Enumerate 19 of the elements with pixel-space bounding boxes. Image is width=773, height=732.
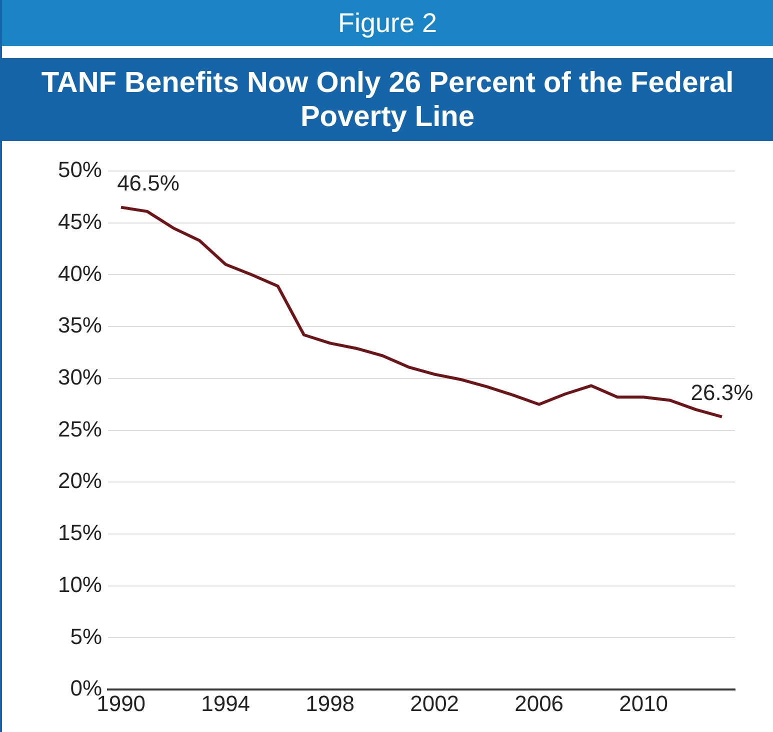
x-tick-label: 1998 [306, 690, 355, 716]
x-tick-label: 2006 [514, 690, 564, 716]
y-tick-label: 45% [58, 208, 102, 234]
chart-subtitle: Figure 2 [2, 0, 773, 46]
y-tick-label: 10% [58, 572, 102, 597]
y-tick-label: 40% [58, 260, 102, 286]
x-tick-label: 1994 [201, 690, 250, 716]
y-tick-label: 30% [58, 364, 102, 390]
chart-title: TANF Benefits Now Only 26 Percent of the Federal Poverty Line [2, 58, 773, 141]
y-tick-label: 25% [58, 416, 102, 442]
y-tick-label: 35% [58, 312, 102, 338]
y-tick-label: 50% [58, 157, 102, 182]
data-label: 26.3% [690, 380, 754, 405]
y-tick-label: 5% [70, 624, 102, 649]
data-label: 46.5% [117, 170, 180, 196]
y-tick-label: 20% [58, 468, 102, 494]
x-tick-label: 2002 [410, 690, 460, 716]
y-tick-label: 15% [58, 520, 102, 546]
x-tick-label: 2010 [619, 690, 668, 716]
